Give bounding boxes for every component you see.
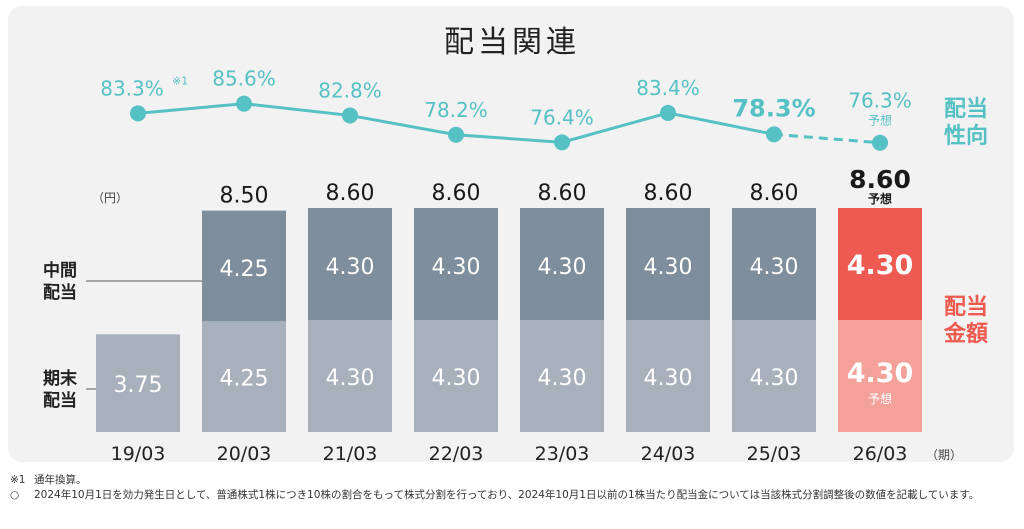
interim-dividend-label-line2: 配当 <box>43 282 77 303</box>
bar-final-26/03 <box>838 320 922 432</box>
payout-label-25/03: 78.3% <box>732 94 815 122</box>
final-dividend-label-line2: 配当 <box>43 390 77 411</box>
dividend-chart: 配当関連 （円） （期） 配当 性向 配当 金額 中間 配当 期末 配当 3.7… <box>43 25 988 465</box>
dividend-amount-label-line2: 金額 <box>943 321 988 347</box>
payout-point-20/03 <box>236 95 252 112</box>
bar-interim-label-24/03: 4.30 <box>644 255 693 280</box>
footnote-1: ※1 通年換算。 <box>10 473 1014 488</box>
payout-point-25/03 <box>766 126 782 143</box>
total-label-26/03: 8.60 <box>849 165 911 194</box>
bar-interim-23/03 <box>520 208 604 320</box>
payout-point-22/03 <box>448 126 464 143</box>
payout-line-group: 83.3% ※1 85.6% 82.8% 78.2% 76.4% 83.4% 78.3% 76.… <box>100 67 912 151</box>
bar-interim-label-23/03: 4.30 <box>538 255 587 280</box>
bar-final-label-21/03: 4.30 <box>326 366 375 391</box>
footnote-1-text: 通年換算。 <box>34 474 87 486</box>
unit-label: （円） <box>92 191 128 205</box>
bar-interim-label-21/03: 4.30 <box>326 255 375 280</box>
bars-group: 3.75 19/03 4.25 4.25 8.50 20/03 4.30 4.30 8.60 21… <box>96 165 922 465</box>
period-label: （期） <box>926 448 962 462</box>
payout-point-21/03 <box>342 107 358 124</box>
payout-note-mark: ※1 <box>172 74 188 87</box>
bar-interim-20/03 <box>202 210 286 322</box>
bar-final-25/03 <box>732 320 816 432</box>
x-tick-24/03: 24/03 <box>641 443 696 465</box>
bar-final-22/03 <box>414 320 498 432</box>
payout-label-20/03: 85.6% <box>212 67 276 91</box>
bar-final-20/03 <box>202 321 286 432</box>
bar-interim-21/03 <box>308 208 392 320</box>
x-tick-26/03: 26/03 <box>853 443 908 465</box>
bar-interim-24/03 <box>626 208 710 320</box>
bar-final-label-22/03: 4.30 <box>432 366 481 391</box>
payout-label-22/03: 78.2% <box>424 98 488 122</box>
bar-final-label-20/03: 4.25 <box>220 367 269 392</box>
payout-point-24/03 <box>660 104 676 121</box>
total-label-21/03: 8.60 <box>326 181 375 206</box>
x-tick-23/03: 23/03 <box>535 443 590 465</box>
x-tick-19/03: 19/03 <box>111 443 166 465</box>
payout-forecast-tag: 予想 <box>868 113 892 128</box>
payout-label-26/03: 76.3% <box>848 89 912 113</box>
x-tick-21/03: 21/03 <box>323 443 378 465</box>
payout-label-21/03: 82.8% <box>318 78 382 102</box>
bar-final-label-19/03: 3.75 <box>114 373 163 398</box>
interim-dividend-label-line1: 中間 <box>43 260 77 281</box>
dividend-amount-label-line1: 配当 <box>944 295 988 320</box>
total-label-23/03: 8.60 <box>538 181 587 206</box>
bar-final-19/03 <box>96 334 180 432</box>
total-label-25/03: 8.60 <box>750 181 799 206</box>
bar-final-23/03 <box>520 320 604 432</box>
footnote-2-text: 2024年10月1日を効力発生日として、普通株式1株につき10株の割合をもって株… <box>34 489 980 501</box>
payout-label-19/03: 83.3% <box>100 76 164 100</box>
bar-interim-label-26/03: 4.30 <box>847 250 914 281</box>
bar-interim-label-25/03: 4.30 <box>750 255 799 280</box>
x-tick-25/03: 25/03 <box>747 443 802 465</box>
total-forecast-tag: 予想 <box>868 191 892 206</box>
bar-interim-label-20/03: 4.25 <box>220 257 269 282</box>
payout-ratio-label-line1: 配当 <box>944 97 988 122</box>
payout-point-26/03 <box>872 134 888 151</box>
payout-label-23/03: 76.4% <box>530 105 594 129</box>
footnote-2: ○ 2024年10月1日を効力発生日として、普通株式1株につき10株の割合をもっ… <box>10 488 1014 503</box>
footnotes: ※1 通年換算。 ○ 2024年10月1日を効力発生日として、普通株式1株につき… <box>10 473 1014 503</box>
bar-final-label-24/03: 4.30 <box>644 366 693 391</box>
payout-point-23/03 <box>554 134 570 151</box>
total-label-20/03: 8.50 <box>220 184 269 209</box>
payout-point-19/03 <box>130 105 146 122</box>
bar-final-label-23/03: 4.30 <box>538 366 587 391</box>
bar-final-label-26/03: 4.30 <box>847 358 914 389</box>
payout-ratio-label-line2: 性向 <box>944 123 988 149</box>
payout-label-24/03: 83.4% <box>636 76 700 100</box>
total-label-24/03: 8.60 <box>644 181 693 206</box>
bar-final-24/03 <box>626 320 710 432</box>
bar-interim-22/03 <box>414 208 498 320</box>
bar-interim-label-22/03: 4.30 <box>432 255 481 280</box>
bar-final-label-25/03: 4.30 <box>750 366 799 391</box>
final-dividend-label-line1: 期末 <box>43 368 78 389</box>
x-tick-20/03: 20/03 <box>217 443 272 465</box>
bar-interim-26/03 <box>838 208 922 320</box>
footnote-2-mark: ○ <box>10 489 20 501</box>
total-label-22/03: 8.60 <box>432 181 481 206</box>
x-tick-22/03: 22/03 <box>429 443 484 465</box>
chart-title: 配当関連 <box>444 25 580 60</box>
bar-final-forecast-tag: 予想 <box>868 391 892 406</box>
bar-final-21/03 <box>308 320 392 432</box>
footnote-1-mark: ※1 <box>10 474 26 486</box>
payout-ratio-forecast-line <box>773 132 881 145</box>
bar-interim-25/03 <box>732 208 816 320</box>
